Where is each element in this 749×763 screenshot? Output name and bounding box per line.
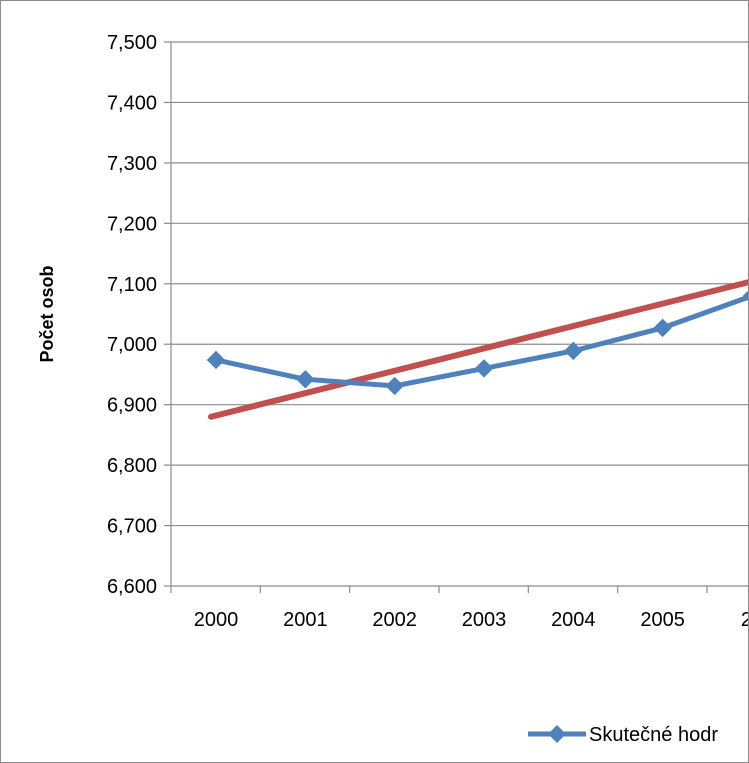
data-point-marker: [206, 350, 226, 370]
x-tick-label: 2002: [372, 609, 417, 631]
data-point-marker: [742, 290, 748, 302]
y-axis-title: Počet osob: [37, 265, 57, 362]
y-tick-label: 6,900: [107, 395, 157, 417]
x-tick-label: 2003: [462, 609, 507, 631]
y-tick-label: 6,700: [107, 516, 157, 538]
y-tick-label: 6,600: [107, 576, 157, 598]
data-point-marker: [474, 359, 494, 378]
x-tick-label: 2005: [640, 609, 685, 631]
x-tick-label: 20: [741, 609, 749, 631]
gridlines: [171, 41, 748, 527]
y-tick-label: 6,800: [107, 455, 157, 477]
legend-label: Skutečné hodr: [589, 724, 718, 746]
data-point-marker: [564, 341, 583, 361]
x-tick-label: 2004: [551, 609, 596, 631]
legend-marker: [548, 725, 566, 743]
axes: 6,600 6,700 6,800 6,900 7,000 7,100 7,200 7,300…: [107, 32, 749, 631]
x-tick-label: 2000: [194, 609, 239, 631]
y-tick-label: 7,000: [107, 334, 157, 356]
series-layer: [206, 279, 748, 420]
y-tick-label: 7,400: [107, 92, 157, 114]
y-tick-label: 7,500: [107, 32, 157, 54]
data-point-marker: [653, 318, 672, 338]
legend: Skutečné hodr: [528, 724, 718, 746]
trendline: [208, 279, 748, 420]
data-point-marker: [385, 376, 404, 396]
data-point-marker: [296, 370, 315, 389]
y-tick-label: 7,100: [107, 274, 157, 296]
y-tick-label: 7,300: [107, 153, 157, 175]
x-tick-label: 2001: [283, 609, 328, 631]
y-tick-label: 7,200: [107, 213, 157, 235]
